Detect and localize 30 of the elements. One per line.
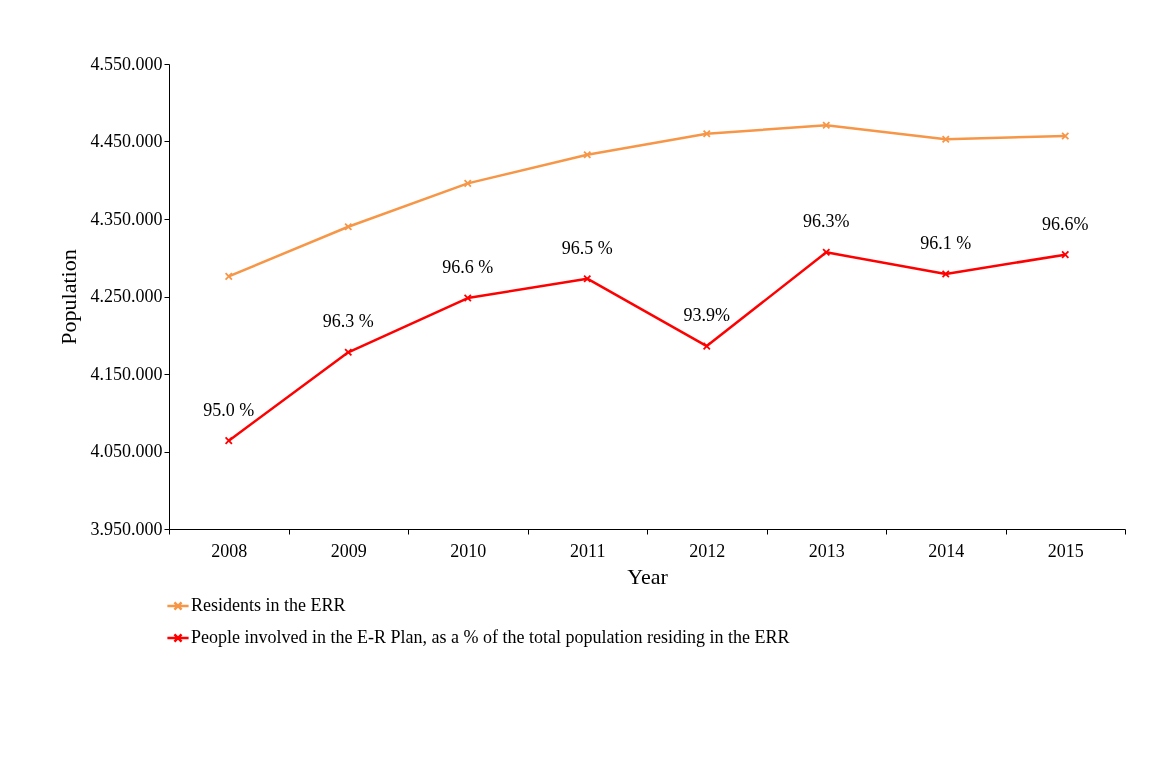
x-axis-title: Year <box>627 563 669 589</box>
y-tick-label: 4.150.000 <box>90 363 163 384</box>
y-tick-label: 4.050.000 <box>90 441 163 461</box>
x-tick-label: 2009 <box>330 540 367 561</box>
annotation: 95.0 % <box>203 399 255 420</box>
y-tick-label: 4.250.000 <box>90 286 163 306</box>
x-tick-label: 2013 <box>808 540 845 561</box>
annotation: 96.3 % <box>322 311 374 332</box>
y-tick-label: 4.450.000 <box>90 131 163 151</box>
x-tick-label: 2008 <box>211 540 248 561</box>
point <box>463 293 472 303</box>
annotation: 96.6% <box>1042 213 1089 234</box>
x-tick-label: 2011 <box>570 540 606 561</box>
y-tick-label: 3.950.000 <box>90 518 163 539</box>
y-tick-label: 4.350.000 <box>90 208 163 229</box>
y-axis-title: Population <box>55 249 81 345</box>
annotation: 93.9% <box>683 305 730 326</box>
x-tick-label: 2012 <box>689 540 726 561</box>
annotation: 96.3% <box>803 211 850 232</box>
x-tick-label: 2014 <box>928 540 965 561</box>
point <box>1061 132 1070 141</box>
annotation: 96.5 % <box>561 237 613 258</box>
annotation: 96.1 % <box>920 233 972 254</box>
x-tick-label: 2015 <box>1047 540 1084 561</box>
x-tick-label: 2010 <box>450 540 487 561</box>
point <box>941 269 950 279</box>
annotation: 96.6 % <box>442 257 494 278</box>
y-tick-label: 4.550.000 <box>90 53 163 74</box>
legend-label: Residents in the ERR <box>191 595 346 615</box>
legend-label: People involved in the E-R Plan, as a % of the total population residing in the ERR <box>191 627 790 647</box>
